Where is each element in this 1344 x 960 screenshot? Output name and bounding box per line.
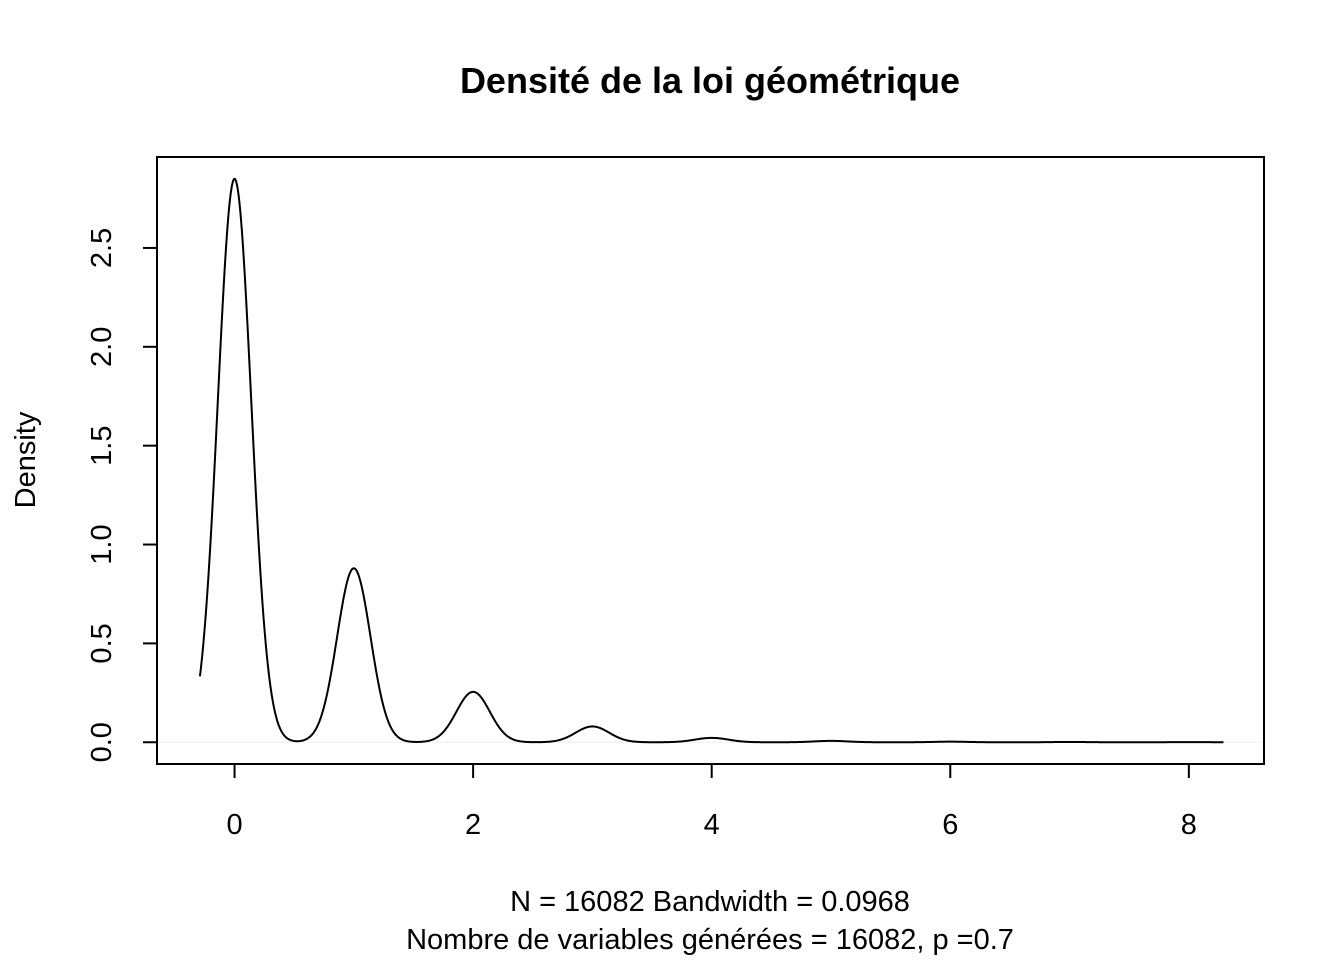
x-tick-label: 6 [942,809,958,841]
y-tick-label: 0.5 [86,623,118,663]
x-tick-label: 0 [226,809,242,841]
x-axis: 0 2 4 6 8 [226,763,1197,841]
y-tick-label: 2.0 [86,327,118,367]
x-tick-label: 2 [465,809,481,841]
x-tick-label: 4 [704,809,720,841]
x-tick-label: 8 [1181,809,1197,841]
x-axis-label-line-2: Nombre de variables générées = 16082, p … [406,924,1014,956]
y-tick-label: 0.0 [86,722,118,762]
plot-frame [156,156,1265,765]
y-tick-label: 2.5 [86,228,118,268]
chart-title: Densité de la loi géométrique [460,60,960,101]
y-axis-label: Density [10,411,42,508]
y-axis: 0.0 0.5 1.0 1.5 2.0 2.5 [86,228,158,762]
density-curve-line [198,177,1224,744]
y-tick-label: 1.0 [86,524,118,564]
y-tick-label: 1.5 [86,426,118,466]
x-axis-label-line-1: N = 16082 Bandwidth = 0.0968 [510,886,910,918]
